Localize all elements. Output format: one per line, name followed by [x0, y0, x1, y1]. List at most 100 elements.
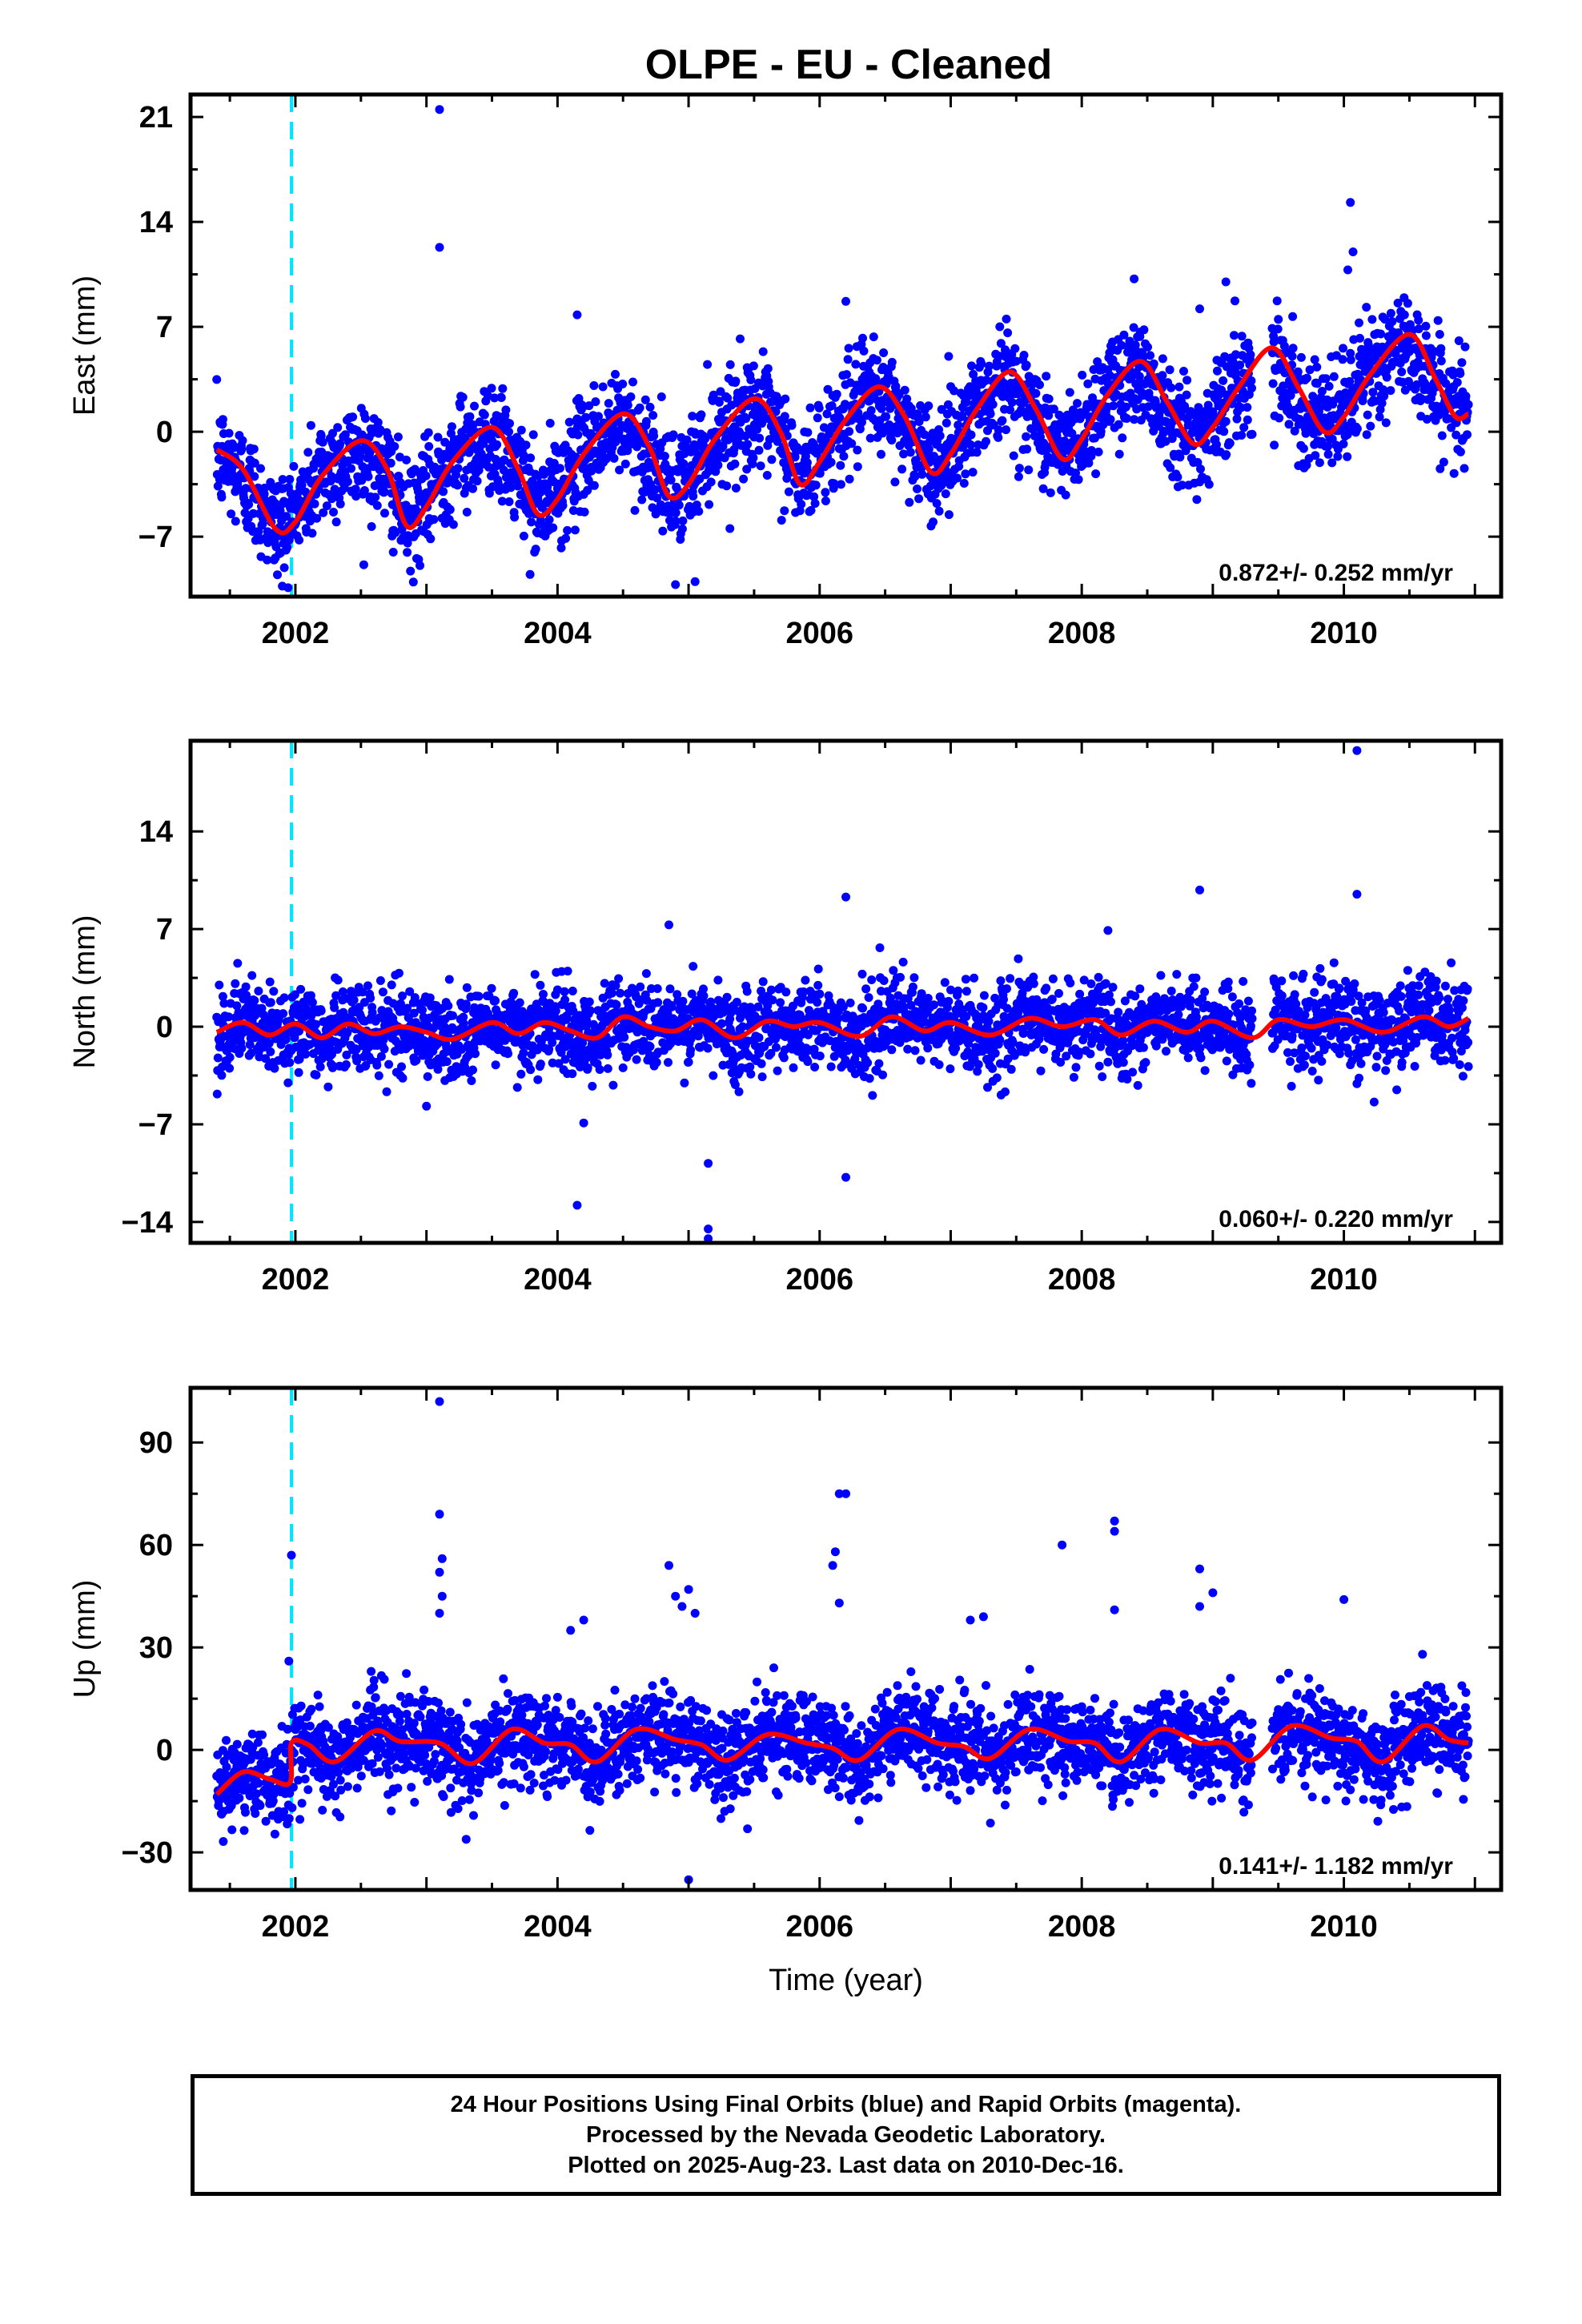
data-point [1448, 370, 1458, 380]
data-point [212, 375, 222, 384]
data-point [1231, 350, 1240, 360]
data-point [985, 361, 994, 371]
data-point [1024, 465, 1034, 475]
data-point [614, 974, 624, 983]
data-point [286, 489, 295, 498]
data-point [1166, 383, 1176, 392]
data-point [1321, 374, 1331, 384]
data-point [1311, 451, 1320, 460]
data-point [445, 505, 455, 514]
data-point [536, 980, 545, 990]
data-point [611, 369, 620, 379]
data-point [491, 996, 500, 1006]
data-point [1368, 388, 1378, 397]
data-point [573, 430, 583, 440]
data-point [1414, 316, 1423, 325]
data-point [453, 464, 463, 473]
data-point [429, 515, 439, 525]
data-point [1376, 329, 1386, 339]
data-point [225, 1063, 235, 1073]
data-point [229, 443, 239, 452]
data-point [703, 1043, 713, 1053]
data-point [916, 1055, 926, 1065]
data-point [347, 464, 355, 473]
data-point [398, 991, 407, 1001]
data-point [943, 400, 953, 409]
data-point [722, 992, 732, 1002]
data-point [1119, 330, 1129, 340]
data-point [515, 998, 524, 1007]
data-point [877, 404, 886, 413]
data-point [472, 476, 482, 486]
data-point [232, 1001, 242, 1011]
data-point [1375, 412, 1384, 422]
data-point [296, 984, 306, 994]
data-point [213, 1053, 223, 1063]
data-point [521, 440, 531, 450]
data-point [1435, 330, 1444, 339]
data-point [247, 971, 257, 980]
data-point [244, 500, 254, 509]
data-point [1035, 380, 1044, 389]
data-point [1130, 415, 1139, 424]
data-point [265, 977, 275, 987]
data-point [1011, 356, 1021, 366]
data-point [394, 472, 404, 480]
data-point [516, 425, 526, 435]
data-point [777, 516, 786, 525]
data-point [563, 967, 572, 976]
data-point [285, 475, 295, 484]
data-point [278, 475, 287, 485]
data-point [1019, 351, 1029, 360]
data-point [754, 1033, 764, 1043]
data-point [378, 987, 387, 997]
data-point [1273, 324, 1283, 334]
data-point [1333, 452, 1343, 461]
data-point [842, 370, 851, 380]
data-point [1083, 379, 1093, 388]
data-point [781, 987, 791, 997]
data-point [329, 508, 338, 517]
data-point [742, 464, 752, 474]
data-point [1421, 321, 1431, 331]
data-point [836, 460, 845, 470]
data-point [910, 472, 920, 481]
data-point [773, 436, 782, 446]
data-point [967, 361, 976, 371]
data-point [433, 432, 443, 442]
data-point [898, 957, 908, 967]
data-point [607, 988, 616, 998]
data-point [348, 412, 358, 422]
data-point [671, 517, 681, 525]
data-point [408, 577, 418, 587]
data-point [307, 998, 317, 1007]
data-point [914, 494, 924, 504]
data-point [504, 427, 513, 436]
data-point [866, 406, 876, 415]
data-point [944, 352, 954, 361]
data-point [1071, 468, 1080, 478]
data-point [1130, 274, 1139, 283]
data-point [328, 428, 337, 438]
data-point [706, 477, 716, 487]
data-point [588, 1081, 597, 1091]
data-point [1449, 468, 1459, 478]
data-point [357, 476, 367, 485]
data-point [940, 447, 950, 456]
data-point [312, 513, 322, 523]
data-point [551, 1006, 560, 1015]
data-point [506, 483, 516, 493]
data-point [1379, 392, 1389, 401]
data-point [484, 489, 494, 498]
y-tick-label: −7 [139, 521, 173, 554]
data-point [487, 983, 496, 993]
data-point [1022, 432, 1031, 441]
data-point [424, 428, 433, 437]
data-point [767, 455, 777, 464]
data-point [335, 439, 345, 448]
data-point [836, 480, 845, 489]
data-point [872, 356, 881, 365]
data-point [533, 1075, 543, 1084]
